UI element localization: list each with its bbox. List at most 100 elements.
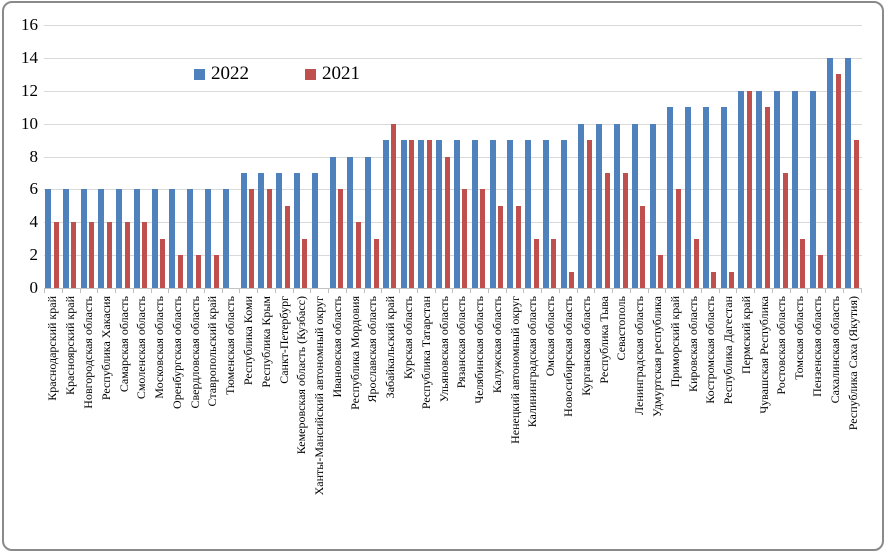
x-label-cell: Курская область [400,296,418,548]
x-axis-labels: Краснодарский край Красноярский край Новго… [44,296,862,548]
bar-group [489,25,507,288]
x-label-cell: Ульяновская область [435,296,453,548]
x-tick [718,289,737,293]
bar-group [222,25,240,288]
x-label: Свердловская область [187,296,202,409]
bar-2022 [293,172,300,288]
bar-group [80,25,98,288]
bar-group [311,25,329,288]
x-label: Сахалинская область [827,296,842,404]
x-label: Ростовская область [774,296,789,395]
bar-2021 [800,238,806,288]
x-label: Республика Дагестан [721,296,736,405]
x-label-cell: Рязанская область [453,296,471,548]
bar-2021 [818,255,824,288]
x-tick [647,289,666,293]
x-label-cell: Смоленская область [133,296,151,548]
x-label: Кировская область [685,296,700,393]
bar-2022 [756,90,763,288]
bar-group [773,25,791,288]
x-label-cell: Удмуртская республика [649,296,667,548]
x-label-cell: Калужская область [489,296,507,548]
x-axis-ticks [44,289,862,293]
x-label-cell: Республика Тыва [595,296,613,548]
bar-2021 [586,140,592,288]
bar-2021 [729,271,735,288]
legend-label-2022: 2022 [211,63,249,84]
x-tick [594,289,612,293]
x-label: Республика Татарстан [418,296,433,410]
x-label: Чувашская Республика [756,296,771,414]
x-label: Ненецкий автономный округ [507,296,522,444]
x-label: Севастополь [614,296,629,361]
bar-2022 [542,140,549,288]
x-tick [203,289,222,293]
y-tick-label: 0 [29,278,39,297]
x-label-cell: Забайкальский край [382,296,400,548]
bar-group [560,25,578,288]
bar-group [613,25,631,288]
bar-2021 [89,222,95,288]
gridline [44,25,862,26]
x-label: Смоленская область [134,296,149,400]
bar-2021 [142,222,148,288]
bar-2022 [471,140,478,288]
x-label: Ханты-Мансийский автономный округ [312,296,327,496]
bar-2021 [391,123,397,288]
bar-2022 [418,140,425,288]
x-label: Ярославская область [365,296,380,403]
y-tick-label: 6 [29,179,39,199]
x-tick [381,289,399,293]
x-tick [700,289,719,293]
gridline [44,156,862,158]
bar-group [44,25,62,288]
x-label-cell: Оренбургская область [168,296,186,548]
x-tick [310,289,328,293]
bar-2022 [222,189,229,288]
x-label-cell: Республика Крым [257,296,275,548]
bar-group [684,25,702,288]
bar-2022 [240,172,247,288]
x-label-cell: Приморский край [666,296,684,548]
x-label-cell: Самарская область [115,296,133,548]
x-tick [132,289,151,293]
bar-2021 [480,189,486,288]
bars-container [44,25,862,288]
bar-2021 [160,238,166,288]
legend-label-2021: 2021 [322,63,360,84]
x-label: Пермский край [738,296,753,374]
x-label-cell: Новгородская область [80,296,98,548]
y-tick-label: 16 [21,15,38,34]
bar-2021 [551,238,557,288]
bar-2022 [382,140,389,288]
bar-2022 [791,90,798,288]
bar-group [133,25,151,288]
x-tick [771,289,790,293]
x-tick [44,289,62,293]
bar-2022 [347,156,354,288]
x-label-cell: Ярославская область [364,296,382,548]
x-tick [558,289,577,293]
bar-group [168,25,186,288]
bar-2022 [614,123,620,288]
x-label-cell: Чувашская Республика [755,296,773,548]
x-label-cell: Красноярский край [62,296,80,548]
bar-2022 [738,90,745,288]
x-tick [612,289,630,293]
x-tick [452,289,470,293]
x-label-cell: Севастополь [613,296,631,548]
x-label-cell: Тюменская область [222,296,240,548]
bar-2022 [774,90,781,288]
bar-2021 [604,172,610,288]
x-label-cell: Омская область [542,296,560,548]
bar-group [62,25,80,288]
bar-2021 [533,238,539,288]
x-label: Приморский край [667,296,682,388]
bar-2022 [649,123,656,288]
x-label-cell: Республика Коми [240,296,258,548]
bar-group [720,25,738,288]
x-tick [221,289,240,293]
bar-group [435,25,453,288]
x-label-cell: Республика Дагестан [720,296,738,548]
